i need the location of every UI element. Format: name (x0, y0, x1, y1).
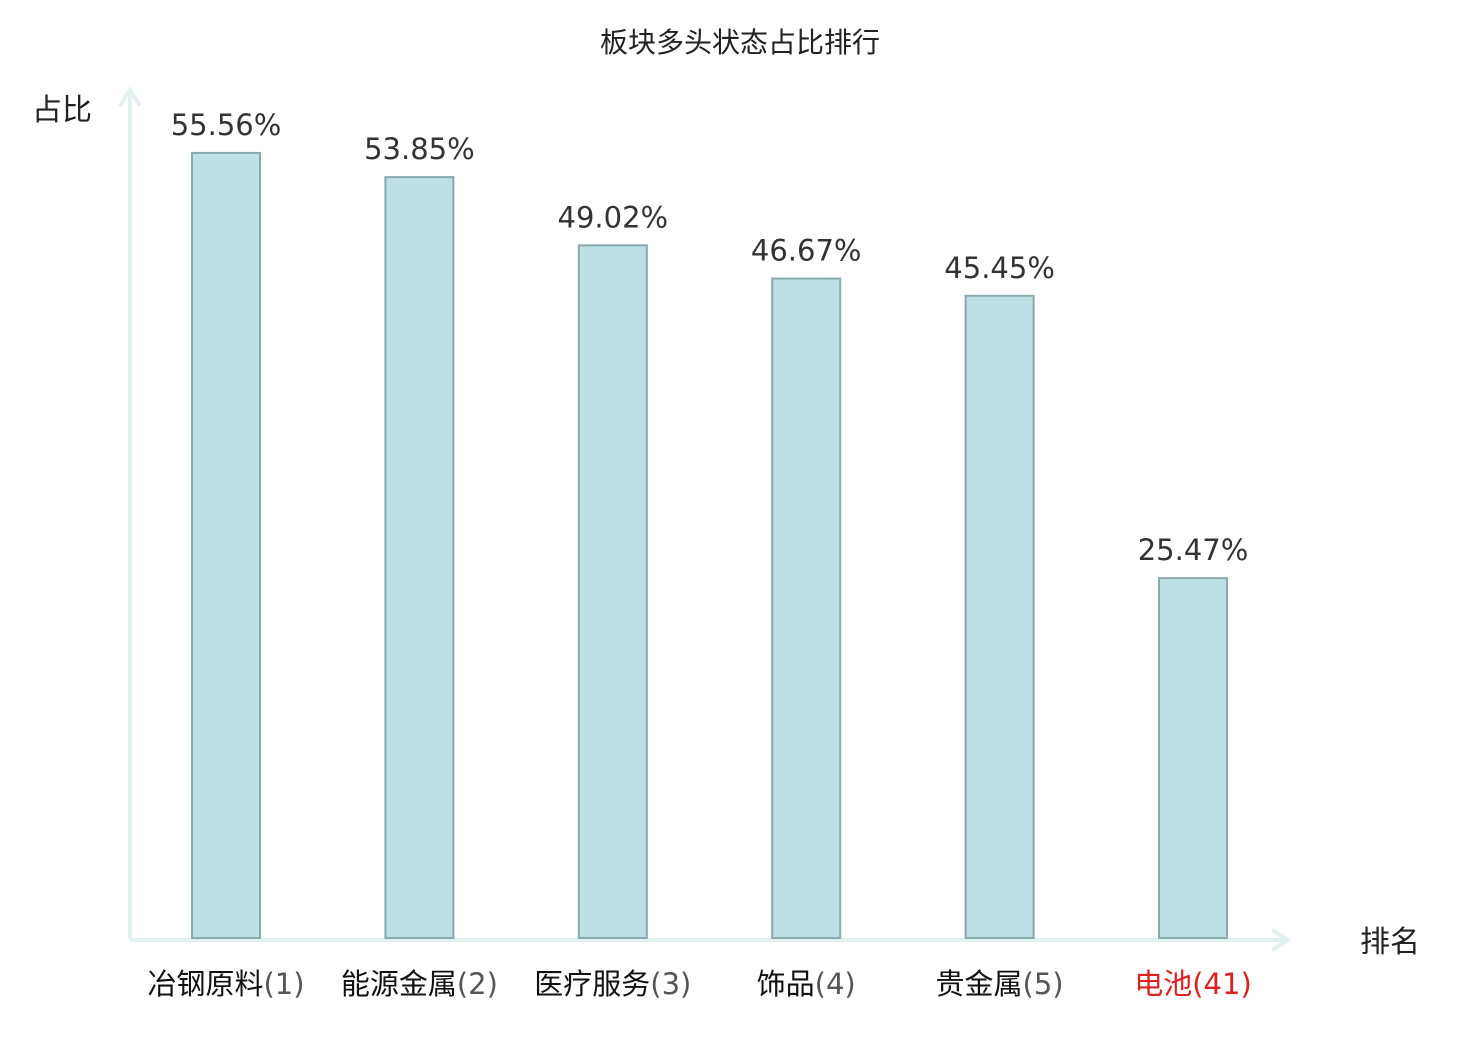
x-axis-arrow (1270, 928, 1292, 952)
category-name: 贵金属 (936, 967, 1023, 1001)
bar (1158, 577, 1228, 939)
y-axis-label: 占比 (32, 93, 92, 128)
category-rank: (2) (457, 967, 498, 1001)
bar-value-label: 49.02% (558, 200, 669, 234)
bar-value-label: 53.85% (364, 132, 475, 166)
bar-value-label: 25.47% (1138, 533, 1249, 567)
category-name: 冶钢原料 (147, 967, 263, 1001)
category-rank: (1) (263, 967, 304, 1001)
category-label: 医疗服务(3) (534, 967, 691, 1001)
category-label: 冶钢原料(1) (147, 967, 304, 1001)
category-rank: (3) (650, 967, 691, 1001)
bar-value-label: 46.67% (751, 234, 862, 268)
category-label: 电池(41) (1134, 967, 1252, 1001)
category-rank: (41) (1192, 967, 1252, 1001)
axes (118, 86, 1292, 952)
category-name: 饰品 (757, 967, 815, 1001)
category-label: 能源金属(2) (341, 967, 498, 1001)
x-axis-label: 排名 (1360, 925, 1420, 960)
value-labels: 55.56% 53.85% 49.02% 46.67% 45.45% 25.47% (171, 108, 1249, 567)
bar (384, 176, 455, 940)
bar (771, 277, 842, 939)
bar (964, 294, 1035, 939)
category-name: 电池 (1134, 967, 1192, 1001)
bar-value-label: 45.45% (944, 251, 1055, 285)
bar (577, 244, 648, 939)
category-labels: 冶钢原料(1) 能源金属(2) 医疗服务(3) 饰品(4) 贵金属(5) 电池(41) (147, 967, 1251, 1001)
chart-title: 板块多头状态占比排行 (600, 26, 880, 59)
bar-value-label: 55.56% (171, 108, 282, 142)
category-label: 贵金属(5) (936, 967, 1064, 1001)
category-label: 饰品(4) (757, 967, 856, 1001)
bars (191, 151, 1228, 940)
y-axis-arrow (118, 86, 142, 108)
category-rank: (5) (1023, 967, 1064, 1001)
category-name: 能源金属 (341, 967, 457, 1001)
bar (191, 151, 261, 939)
category-rank: (4) (815, 967, 856, 1001)
category-name: 医疗服务 (534, 967, 650, 1001)
